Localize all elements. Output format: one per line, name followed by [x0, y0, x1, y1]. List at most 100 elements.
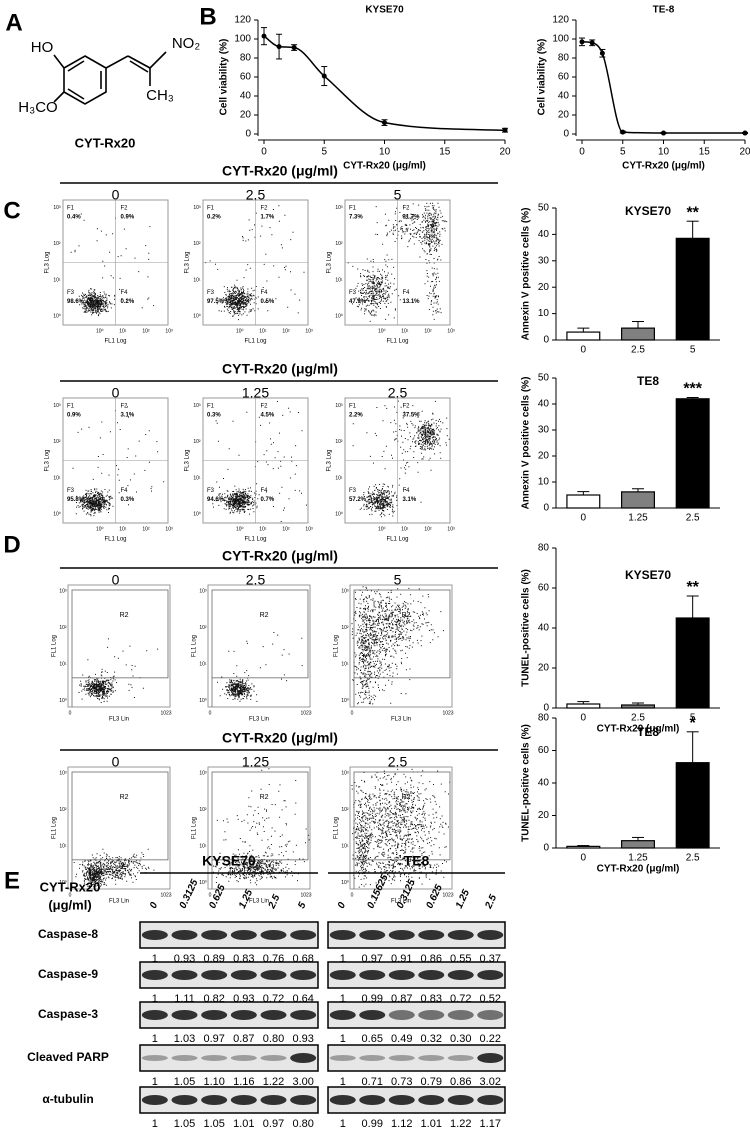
y-tick-label: 10¹: [53, 277, 61, 283]
bar: [566, 845, 601, 849]
band: [418, 970, 445, 980]
x-tick-label: 0: [581, 513, 587, 524]
x-axis-label: FL1 Log: [386, 537, 408, 543]
quadrant-percent: 0.3%: [207, 413, 221, 419]
y-tick-label: 10²: [335, 241, 343, 247]
x-tick-label: 10³: [305, 526, 313, 532]
y-tick-label: 10³: [193, 403, 201, 409]
quadrant-percent: 0.3%: [121, 497, 135, 503]
ratio: 0.49: [391, 1033, 412, 1045]
ratio: 1: [152, 953, 158, 965]
y-axis-label: FL1 Log: [192, 817, 198, 839]
quadrant-name: F3: [207, 290, 215, 296]
x-tick-label: 10⁰: [236, 526, 244, 532]
x-tick-label: 10⁰: [96, 328, 104, 334]
quadrant-percent: 13.1%: [403, 299, 421, 305]
x-tick-label: 1.25: [628, 513, 648, 524]
y-tick-label: 120: [234, 15, 251, 26]
band: [141, 1010, 168, 1020]
y-tick-label: 60: [240, 72, 252, 83]
quadrant-percent: 7.3%: [349, 215, 363, 221]
ratio: 1.03: [174, 1033, 195, 1045]
band: [447, 1055, 474, 1061]
quadrant-name: F1: [67, 404, 75, 410]
band: [447, 1010, 474, 1020]
quadrant-percent: 0.2%: [207, 215, 221, 221]
dose-label: 0: [112, 754, 120, 770]
band: [171, 1095, 198, 1105]
y-tick-label: 10⁰: [335, 314, 343, 320]
x-axis-label: FL1 Log: [104, 537, 126, 543]
x-axis-label: FL1 Log: [244, 339, 266, 345]
ratio: 0.65: [362, 1033, 383, 1045]
x-tick-label: 2.5: [631, 713, 645, 724]
x-tick-label: 10¹: [259, 328, 267, 334]
band: [171, 970, 198, 980]
bar: [620, 704, 655, 709]
x-tick-label: 1023: [300, 710, 311, 716]
x-tick-label: 10²: [282, 328, 290, 334]
x-tick-label: 0: [581, 853, 587, 864]
x-tick-label: 20: [739, 147, 750, 158]
gate-label: R2: [260, 612, 269, 619]
data-point: [382, 120, 387, 126]
band: [329, 1055, 356, 1061]
band: [171, 1055, 198, 1061]
x-axis-label: FL3 Lin: [109, 899, 129, 905]
band: [418, 1055, 445, 1061]
y-tick-label: 50: [538, 373, 550, 384]
quadrant-name: F4: [261, 290, 269, 296]
quadrant-name: F4: [121, 488, 129, 494]
blot-frame: [139, 1044, 319, 1072]
x-tick-label: 0: [69, 892, 72, 898]
x-tick-label: 10³: [447, 328, 455, 334]
x-tick-label: 10³: [165, 526, 173, 532]
x-axis-label: FL1 Log: [244, 537, 266, 543]
band: [477, 930, 504, 940]
lane-label: 0.15625: [365, 873, 390, 911]
y-tick-label: 100: [552, 34, 569, 45]
bar: [566, 331, 601, 341]
y-tick-label: 10⁰: [193, 314, 201, 320]
quadrant-name: F2: [403, 206, 411, 212]
band: [260, 1055, 287, 1061]
blot-frame: [327, 961, 506, 989]
ratio: 0.97: [203, 1033, 224, 1045]
band: [201, 1010, 228, 1020]
quadrant-percent: 0.7%: [261, 497, 275, 503]
data-point: [579, 39, 585, 45]
ratio: 1.01: [233, 1118, 254, 1130]
ratio: 1.01: [421, 1118, 442, 1130]
ratio: 1.05: [203, 1118, 224, 1130]
bar: [675, 762, 710, 849]
ratio: 1.16: [233, 1076, 254, 1088]
ratio: 0.86: [450, 1076, 471, 1088]
quadrant-percent: 0.4%: [67, 215, 81, 221]
quadrant-name: F4: [403, 290, 411, 296]
ratio: 1.22: [263, 1076, 284, 1088]
y-tick-label: 0: [543, 703, 549, 714]
x-tick-label: 2.5: [686, 513, 700, 524]
quadrant-percent: 37.5%: [403, 413, 421, 419]
bar: [620, 840, 655, 849]
dose-label: 2.5: [388, 385, 408, 401]
panel-label: A: [5, 9, 22, 36]
band: [230, 1095, 257, 1105]
protein-name: Caspase-8: [38, 927, 98, 941]
x-tick-label: 10¹: [259, 526, 267, 532]
y-tick-label: 10⁰: [341, 880, 349, 886]
band: [141, 1055, 168, 1061]
y-tick-label: 10³: [53, 205, 61, 211]
x-axis-label: FL3 Lin: [249, 899, 269, 905]
y-tick-label: 80: [558, 53, 570, 64]
y-axis-label: FL1 Log: [334, 635, 340, 657]
band: [329, 970, 356, 980]
ratio: 0.32: [421, 1033, 442, 1045]
ratio: 0.97: [263, 1118, 284, 1130]
y-tick-label: 10¹: [59, 844, 67, 850]
heading: CYT-Rx20 (μg/ml): [222, 163, 338, 179]
y-tick-label: 10²: [341, 625, 349, 631]
y-axis-label: Cell viability (%): [537, 39, 548, 116]
lane-label: 1.25: [454, 888, 472, 911]
